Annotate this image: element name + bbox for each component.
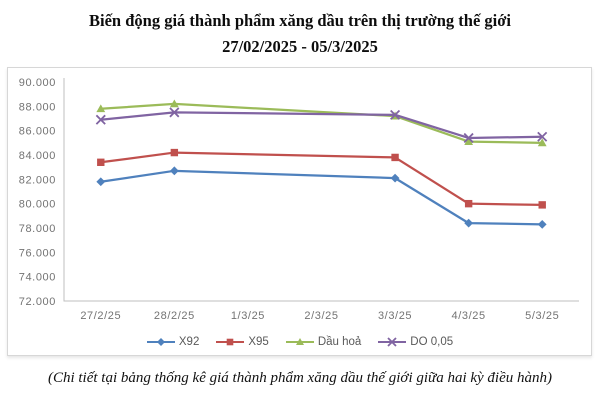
legend-label: X92 bbox=[178, 336, 200, 348]
square-marker bbox=[227, 338, 234, 346]
chart-area: 90.000 88.000 86.000 84.000 82.000 80.000 78.0… bbox=[7, 67, 592, 356]
y-tick-label: 82.000 bbox=[19, 174, 56, 186]
legend-item-Dầu hoả: Dầu hoả bbox=[285, 336, 361, 348]
chart-title-line2: 27/02/2025 - 05/3/2025 bbox=[222, 37, 378, 56]
y-tick-label: 84.000 bbox=[19, 150, 56, 162]
legend-label: DO 0,05 bbox=[410, 336, 454, 348]
y-tick-label: 86.000 bbox=[19, 126, 56, 138]
square-marker bbox=[97, 158, 105, 166]
legend-item-X92: X92 bbox=[146, 336, 199, 348]
square-marker bbox=[170, 148, 179, 157]
x-marker bbox=[387, 337, 397, 347]
x-tick-label: 3/3/25 bbox=[378, 310, 412, 322]
y-tick-label: 74.000 bbox=[19, 272, 56, 284]
legend-symbol bbox=[285, 338, 314, 345]
x-marker bbox=[537, 131, 548, 142]
x-tick-label: 27/2/25 bbox=[80, 310, 121, 322]
square-marker bbox=[538, 201, 546, 209]
axis-lines bbox=[63, 78, 579, 302]
line-chart: 90.000 88.000 86.000 84.000 82.000 80.000 78.0… bbox=[19, 77, 579, 322]
diamond-marker bbox=[169, 166, 179, 176]
x-tick-label: 1/3/25 bbox=[231, 310, 265, 322]
chart-title: Biến động giá thành phẩm xăng dầu trên t… bbox=[0, 8, 600, 60]
x-marker bbox=[95, 114, 106, 125]
legend-symbol bbox=[378, 337, 407, 347]
y-tick-label: 78.000 bbox=[19, 223, 56, 235]
x-marker bbox=[169, 107, 180, 118]
series-line-X92 bbox=[99, 169, 544, 226]
legend-item-DO 0,05: DO 0,05 bbox=[377, 336, 453, 348]
triangle-marker bbox=[169, 99, 179, 108]
square-marker bbox=[464, 199, 473, 208]
series-line-X95 bbox=[99, 151, 544, 207]
legend-label: Dầu hoả bbox=[317, 336, 362, 348]
diamond-marker bbox=[537, 219, 547, 229]
triangle-marker bbox=[295, 338, 304, 345]
legend-symbol bbox=[216, 338, 245, 346]
triangle-marker bbox=[464, 137, 474, 146]
triangle-marker bbox=[96, 104, 106, 113]
x-marker bbox=[390, 109, 401, 120]
x-tick-label: 28/2/25 bbox=[154, 310, 195, 322]
y-tick-label: 88.000 bbox=[19, 101, 56, 113]
x-marker bbox=[463, 132, 474, 144]
x-tick-label: 5/3/25 bbox=[525, 310, 559, 322]
legend-label: X95 bbox=[248, 336, 269, 348]
diamond-marker bbox=[156, 338, 165, 346]
legend-symbol bbox=[146, 338, 175, 346]
x-tick-label: 4/3/25 bbox=[452, 310, 486, 322]
y-tick-label: 90.000 bbox=[19, 77, 56, 89]
x-tick-label: 2/3/25 bbox=[304, 310, 338, 322]
y-tick-label: 76.000 bbox=[19, 247, 56, 259]
chart-title-line1: Biến động giá thành phẩm xăng dầu trên t… bbox=[89, 11, 511, 30]
chart-legend: X92 X95 Dầu hoả DO 0,05 bbox=[8, 336, 591, 348]
diamond-marker bbox=[390, 173, 400, 183]
footer-note: (Chi tiết tại bảng thống kê giá thành ph… bbox=[47, 370, 553, 386]
legend-item-X95: X95 bbox=[215, 336, 269, 348]
series-line-DO 0,05 bbox=[99, 111, 544, 140]
triangle-marker bbox=[537, 138, 547, 147]
diamond-marker bbox=[464, 218, 474, 228]
y-tick-label: 72.000 bbox=[19, 296, 56, 308]
diamond-marker bbox=[96, 177, 106, 187]
y-tick-label: 80.000 bbox=[19, 199, 56, 211]
square-marker bbox=[391, 153, 399, 162]
